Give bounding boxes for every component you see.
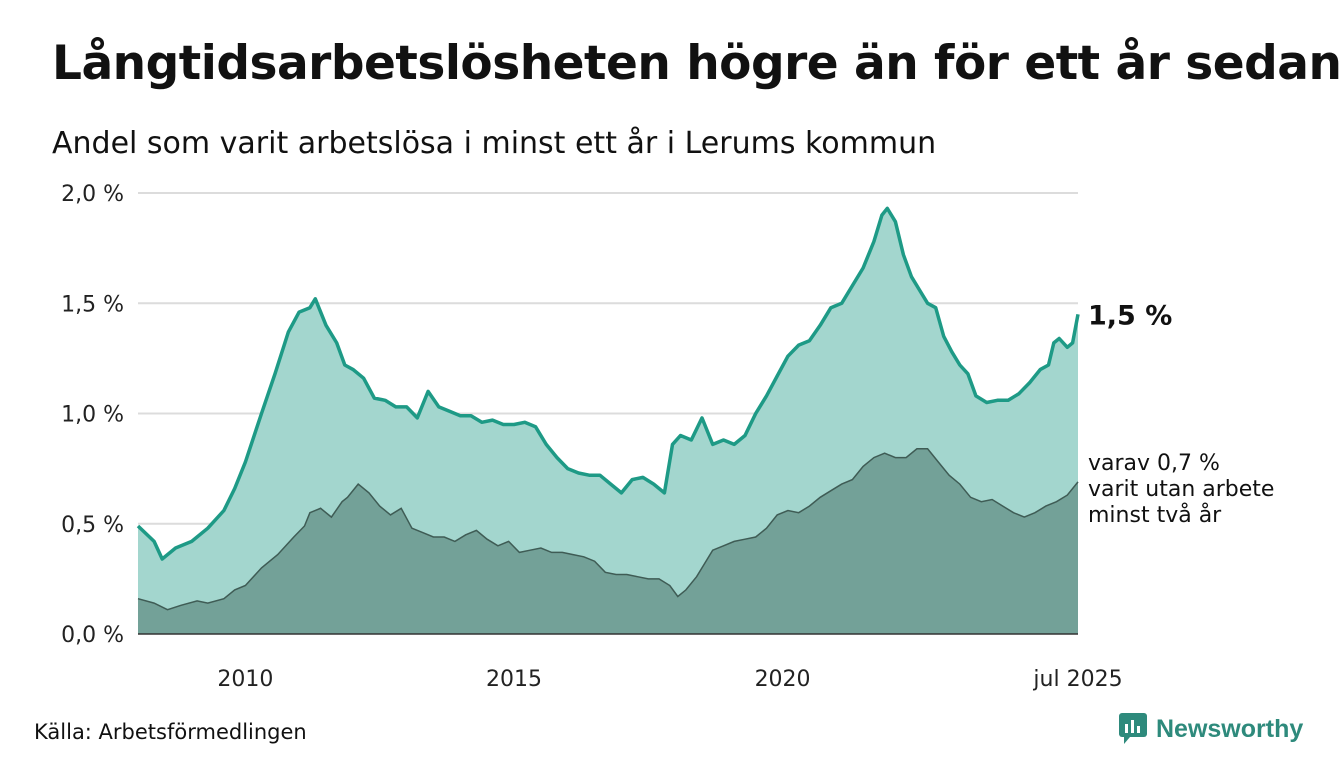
main-series-line [136,206,1080,561]
newsworthy-logo-icon [1119,713,1147,744]
brand-name: Newsworthy [1156,714,1304,743]
y-tick-label: 2,0 % [61,182,124,207]
chart-subtitle: Andel som varit arbetslösa i minst ett å… [52,126,937,161]
chart-title: Långtidsarbetslösheten högre än för ett … [52,36,1340,91]
source-note: Källa: Arbetsförmedlingen [34,720,307,744]
sub-series-area [138,448,1078,634]
x-tick-label: 2010 [217,667,273,692]
newsworthy-logo: Newsworthy [1118,712,1303,746]
chart-labels: 0,0 % 0,5 % 1,0 % 1,5 % 2,0 % 2010 2015 2020 jul… [61,182,1274,692]
sub-series-end-label-line: varit utan arbete [1088,477,1274,502]
chart-areas [136,206,1080,635]
sub-series-end-label: varav 0,7 % varit utan arbete minst två år [1088,451,1274,528]
main-series-end-label: 1,5 % [1088,300,1172,331]
y-tick-label: 1,5 % [61,292,124,317]
sub-series-end-label-line: varav 0,7 % [1088,451,1220,476]
x-tick-label: 2020 [755,667,811,692]
y-tick-label: 0,5 % [61,513,124,538]
sub-series-line [137,448,1079,611]
sub-series-end-label-line: minst två år [1088,502,1222,528]
y-tick-label: 1,0 % [61,403,124,428]
x-tick-label: 2015 [486,667,542,692]
x-tick-label: jul 2025 [1032,667,1122,692]
y-tick-label: 0,0 % [61,623,124,648]
